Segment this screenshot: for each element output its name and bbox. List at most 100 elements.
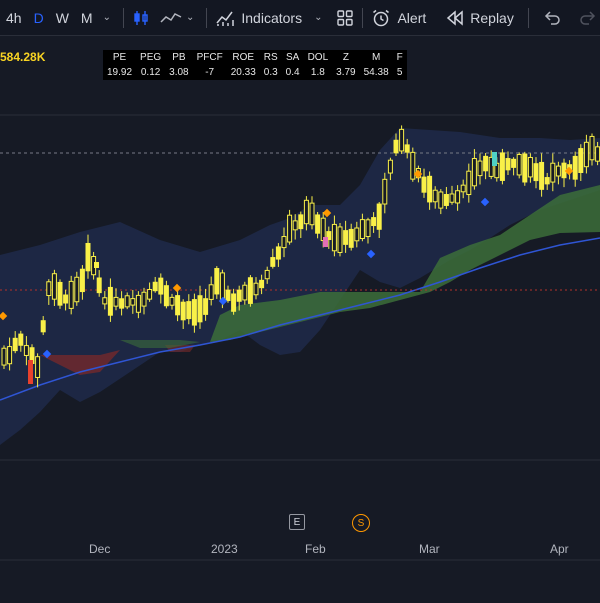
candle-body <box>51 273 57 300</box>
fund-value: 20.33 <box>230 67 256 78</box>
candle-body <box>287 214 293 243</box>
candle-body <box>79 268 85 293</box>
signal-diamond-orange <box>0 311 8 321</box>
highlighted-candle <box>28 360 33 384</box>
alert-button[interactable]: Alert <box>371 8 426 28</box>
signal-diamond-blue <box>218 296 228 306</box>
indicators-icon <box>215 9 235 27</box>
candle-body <box>152 281 158 292</box>
signal-diamond-blue <box>42 349 52 359</box>
fund-header: PFCF <box>196 52 223 63</box>
candle-body <box>527 156 533 178</box>
fund-header: DOL <box>307 52 329 63</box>
candle-body <box>1 347 7 366</box>
signal-diamond-blue <box>480 197 490 207</box>
candle-body <box>281 236 287 249</box>
candle-body <box>376 203 382 230</box>
candle-body <box>135 294 141 313</box>
candle-body <box>275 246 281 260</box>
fundamentals-value-row: 19.92 0.12 3.08 -7 20.33 0.3 0.4 1.8 3.7… <box>103 65 407 80</box>
replay-button[interactable]: Replay <box>446 10 514 26</box>
rewind-icon <box>446 9 464 26</box>
candle-body <box>522 153 528 183</box>
layout-grid-icon[interactable] <box>336 9 354 27</box>
time-axis-label: Dec <box>89 542 111 556</box>
chart-pane[interactable] <box>0 36 600 600</box>
candle-body <box>242 284 248 301</box>
candle-body <box>455 190 461 204</box>
timeframe-m[interactable]: M <box>80 9 93 26</box>
fund-header: PB <box>172 52 186 63</box>
candle-body <box>488 156 494 177</box>
candle-body <box>477 160 483 177</box>
candle-body <box>18 333 24 346</box>
fund-value: 1.8 <box>310 67 325 78</box>
fund-value: 3.08 <box>169 67 189 78</box>
price-scale-label: 584.28K <box>0 50 46 64</box>
candle-body <box>382 178 388 205</box>
timeframe-d[interactable]: D <box>33 9 44 26</box>
candle-body <box>516 154 522 176</box>
alert-label: Alert <box>397 9 427 26</box>
indicators-dropdown-icon[interactable]: ⌄ <box>314 12 323 23</box>
timeframe-w[interactable]: W <box>55 9 69 26</box>
indicators-label: Indicators <box>241 9 303 26</box>
candle-body <box>399 128 405 152</box>
candle-body <box>40 320 46 333</box>
line-chart-icon[interactable] <box>160 9 182 27</box>
candle-body <box>499 152 505 181</box>
candle-body <box>550 162 556 183</box>
fund-header: RS <box>263 52 278 63</box>
candle-body <box>298 214 304 230</box>
toolbar-divider <box>122 7 124 28</box>
timeframe-dropdown-icon[interactable]: ⌄ <box>102 12 111 23</box>
timeframe-4h[interactable]: 4h <box>6 9 22 26</box>
fund-value: 0.12 <box>140 67 161 78</box>
moving-average-line <box>0 237 600 401</box>
candle-body <box>533 163 539 182</box>
fundamentals-table: PE PEG PB PFCF ROE RS SA DOL Z M F 19.92… <box>103 50 407 80</box>
chart-type-dropdown-icon[interactable]: ⌄ <box>185 12 195 23</box>
fund-header: F <box>396 52 403 63</box>
fund-value: 5 <box>396 67 403 78</box>
candle-body <box>141 291 147 307</box>
candle-body <box>180 301 186 321</box>
indicators-button[interactable]: Indicators <box>215 9 302 27</box>
time-axis-label: Apr <box>550 542 569 556</box>
candle-body <box>471 158 477 187</box>
candle-body <box>343 230 349 245</box>
candle-body <box>214 268 220 295</box>
candle-body <box>371 217 377 227</box>
candle-body <box>46 281 52 297</box>
candle-body <box>583 141 589 168</box>
candle-body <box>303 199 309 225</box>
signal-diamond-orange <box>413 169 423 179</box>
highlighted-candle <box>492 152 497 166</box>
candle-body <box>107 286 113 316</box>
candle-body <box>96 277 102 294</box>
kumo-green <box>210 185 600 342</box>
fund-value: 0.4 <box>285 67 300 78</box>
candle-body <box>438 191 444 209</box>
time-axis-label: Feb <box>305 542 326 556</box>
signal-diamond-blue <box>366 249 376 259</box>
redo-icon[interactable] <box>579 10 597 26</box>
candle-body <box>231 293 237 312</box>
candle-body <box>348 228 354 248</box>
candle-body <box>387 159 393 174</box>
highlighted-candle <box>94 262 99 268</box>
candle-body <box>427 175 433 203</box>
candle-body <box>68 280 74 309</box>
top-toolbar: 4h D W M ⌄ ⌄ Indicators ⌄ Alert Replay <box>0 0 600 36</box>
toolbar-divider <box>206 7 208 28</box>
candle-body <box>432 189 438 203</box>
split-marker[interactable]: S <box>352 514 370 532</box>
earnings-marker[interactable]: E <box>289 514 305 530</box>
candle-body <box>208 284 214 300</box>
candle-body <box>466 170 472 196</box>
undo-icon[interactable] <box>543 10 561 26</box>
candles-chart-type-icon[interactable] <box>132 9 150 27</box>
candle-body <box>449 193 455 203</box>
candle-body <box>57 281 63 306</box>
price-chart[interactable] <box>0 36 600 600</box>
